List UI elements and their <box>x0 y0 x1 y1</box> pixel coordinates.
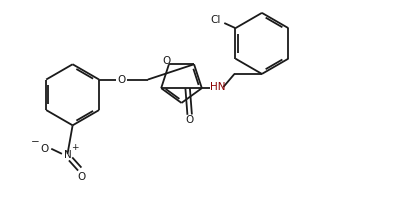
Text: O: O <box>78 172 86 182</box>
Text: −: − <box>31 137 39 147</box>
Text: O: O <box>40 144 48 154</box>
Text: Cl: Cl <box>210 15 220 25</box>
Text: +: + <box>71 143 78 152</box>
Text: $\mathregular{N}$: $\mathregular{N}$ <box>63 148 72 160</box>
Text: O: O <box>186 115 194 125</box>
Text: O: O <box>117 75 126 85</box>
Text: HN: HN <box>210 82 226 92</box>
Text: O: O <box>163 56 171 66</box>
